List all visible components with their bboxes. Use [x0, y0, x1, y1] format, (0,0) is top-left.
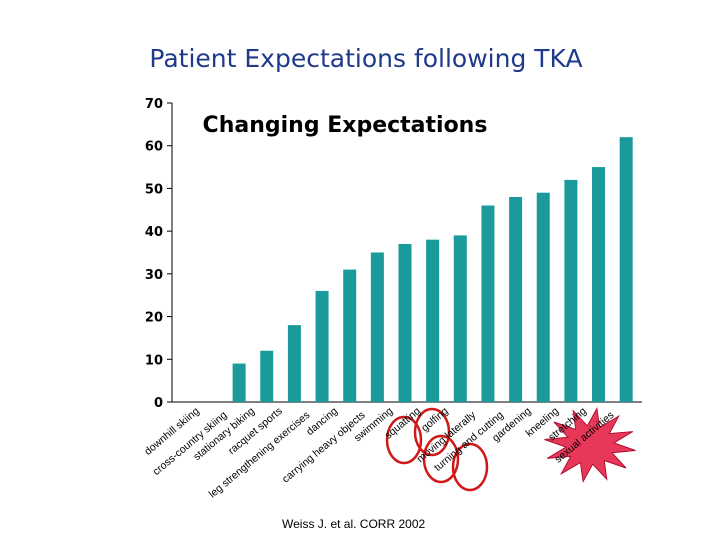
y-tick-label: 10 [145, 353, 163, 368]
y-tick-label: 40 [145, 225, 163, 240]
annotation-circle [413, 407, 451, 457]
y-tick-label: 50 [145, 182, 163, 197]
y-tick-label: 20 [145, 311, 163, 326]
starburst-highlight [544, 407, 636, 483]
bar [564, 179, 578, 402]
y-tick-label: 0 [154, 396, 163, 411]
annotation-circle [422, 434, 460, 484]
annotation-circle [385, 415, 423, 465]
citation: Weiss J. et al. CORR 2002 [282, 517, 426, 531]
bar [343, 269, 357, 402]
bar [370, 252, 384, 402]
bar [398, 243, 412, 402]
y-tick-label: 60 [145, 140, 163, 155]
y-tick-label: 30 [145, 268, 163, 283]
annotation-circle [451, 442, 489, 492]
bar [481, 205, 495, 402]
y-tick-label: 70 [145, 97, 163, 112]
bar [619, 137, 633, 402]
bar [453, 235, 467, 402]
bar [426, 239, 440, 402]
slide-title: Patient Expectations following TKA [149, 44, 583, 73]
bar [315, 290, 329, 402]
annotations [385, 407, 636, 492]
bar [232, 363, 246, 402]
bar [287, 325, 301, 402]
chart-title: Changing Expectations [203, 113, 488, 138]
bar [592, 167, 606, 402]
bars [232, 137, 633, 402]
bar [260, 350, 274, 402]
bar [509, 196, 523, 402]
bar [536, 192, 550, 402]
